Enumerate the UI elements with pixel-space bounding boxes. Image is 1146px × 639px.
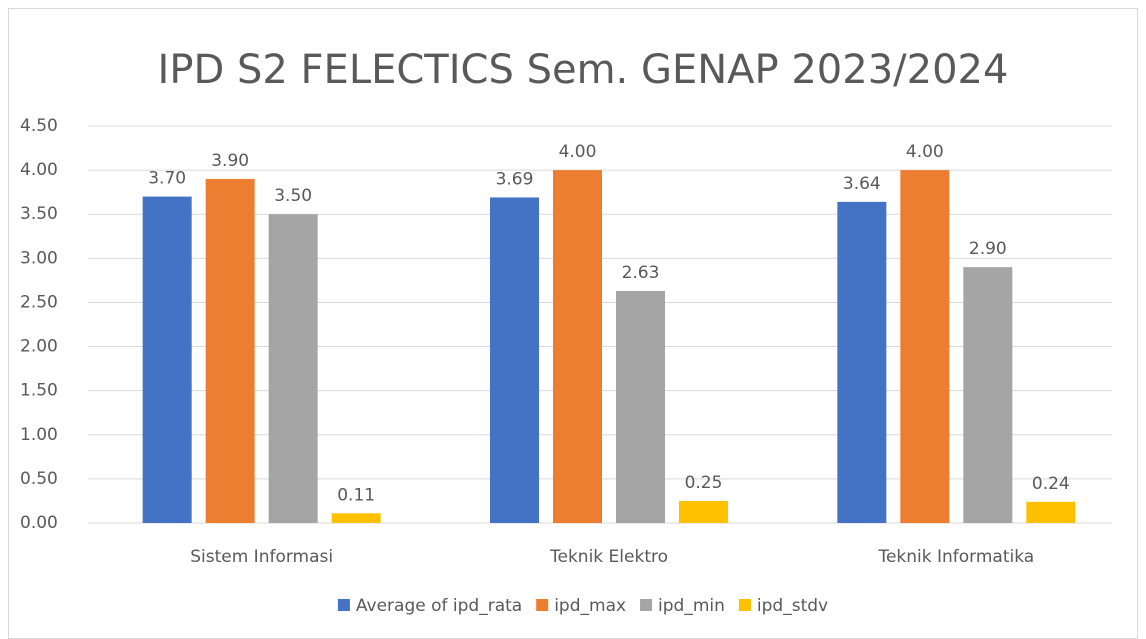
bar [490,197,539,523]
value-label: 3.50 [274,186,312,206]
y-tick-label: 4.50 [20,116,58,136]
bar [900,170,950,523]
bar [142,196,192,524]
legend-label: Average of ipd_rata [356,596,522,616]
bar [616,290,665,523]
x-tick-label: Sistem Informasi [190,547,333,567]
legend-label: ipd_min [658,596,725,616]
bar [205,178,255,523]
bar [268,214,318,523]
value-label: 4.00 [906,142,944,162]
value-label: 3.70 [148,169,186,189]
x-tick-label: Teknik Informatika [877,547,1034,567]
legend-swatch [640,599,653,611]
x-tick-label: Teknik Elektro [549,547,668,567]
y-tick-label: 0.00 [20,513,58,533]
legend-label: ipd_stdv [757,596,828,616]
value-label: 3.64 [843,174,881,194]
value-label: 0.25 [685,473,723,493]
legend-swatch [337,599,350,611]
legend-swatch [738,599,751,611]
value-label: 2.63 [622,263,660,283]
value-label: 3.69 [496,169,534,189]
y-tick-label: 1.50 [20,381,58,401]
y-tick-label: 1.00 [20,425,58,445]
legend-label: ipd_max [554,596,626,616]
bar [1026,501,1076,523]
y-tick-label: 3.50 [20,204,58,224]
value-label: 0.24 [1032,474,1070,494]
chart-title: IPD S2 FELECTICS Sem. GENAP 2023/2024 [158,47,1009,93]
value-label: 3.90 [211,151,249,171]
value-label: 2.90 [969,239,1007,259]
bar [837,201,887,524]
legend-swatch [536,599,549,611]
y-tick-label: 2.00 [20,337,58,357]
bar [963,267,1013,523]
bar [331,513,381,523]
y-tick-label: 3.00 [20,248,58,268]
bar [553,170,602,523]
value-label: 4.00 [559,142,597,162]
y-tick-label: 4.00 [20,160,58,180]
y-tick-label: 0.50 [20,469,58,489]
y-tick-label: 2.50 [20,292,58,312]
bar [679,500,728,523]
value-label: 0.11 [337,485,375,505]
